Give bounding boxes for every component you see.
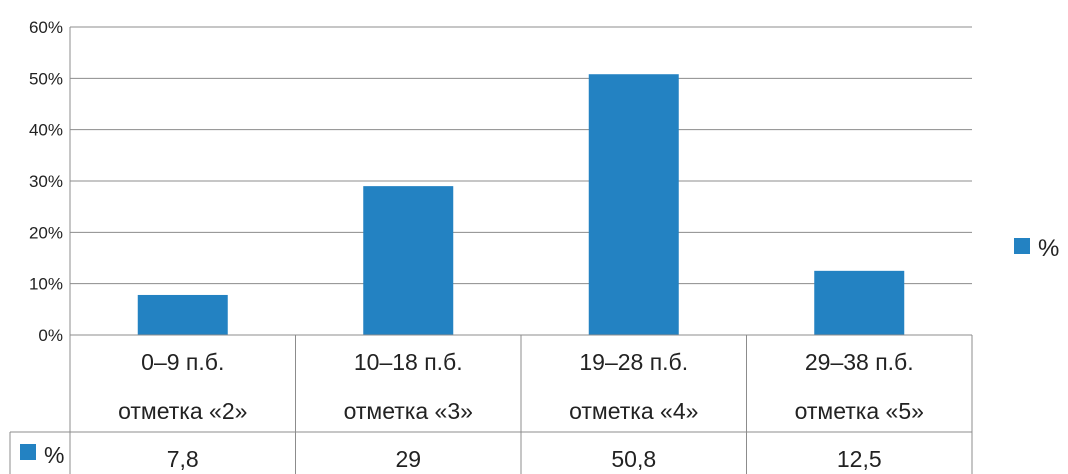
bar <box>363 186 454 335</box>
bar <box>814 270 905 335</box>
data-table-value: 50,8 <box>611 446 656 472</box>
y-axis-ticks: 0% 10% 20% 30% 40% 50% 60% <box>29 18 63 345</box>
category-label: отметка «2» <box>118 398 247 424</box>
legend-swatch <box>1014 238 1030 254</box>
legend-label: % <box>1038 235 1059 262</box>
data-table: 0–9 п.б. отметка «2» 10–18 п.б. отметка «3»… <box>9 334 973 474</box>
y-tick-label: 50% <box>29 69 63 88</box>
category-label: 0–9 п.б. <box>141 349 224 375</box>
data-table-value: 7,8 <box>167 446 199 472</box>
y-tick-label: 20% <box>29 223 63 242</box>
bars <box>137 74 905 335</box>
bar <box>137 294 228 335</box>
category-label: отметка «5» <box>795 398 924 424</box>
bar <box>588 74 679 335</box>
category-label: 29–38 п.б. <box>805 349 914 375</box>
data-table-value: 29 <box>395 446 421 472</box>
category-label: отметка «3» <box>344 398 473 424</box>
category-label: 10–18 п.б. <box>354 349 463 375</box>
y-tick-label: 30% <box>29 172 63 191</box>
y-tick-label: 10% <box>29 275 63 294</box>
y-tick-label: 0% <box>38 326 63 345</box>
table-series-swatch <box>20 444 36 460</box>
category-label: отметка «4» <box>569 398 698 424</box>
y-tick-label: 60% <box>29 18 63 37</box>
category-label: 19–28 п.б. <box>579 349 688 375</box>
legend: % <box>1014 235 1059 262</box>
data-table-value: 12,5 <box>837 446 882 472</box>
y-tick-label: 40% <box>29 121 63 140</box>
table-series-label: % <box>44 442 64 468</box>
